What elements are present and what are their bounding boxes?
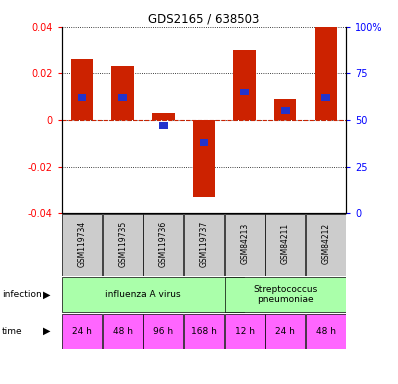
Bar xyxy=(62,277,244,312)
Bar xyxy=(143,314,183,349)
Bar xyxy=(62,314,102,349)
Text: GSM84211: GSM84211 xyxy=(281,223,290,264)
Text: GSM119734: GSM119734 xyxy=(78,220,86,266)
Bar xyxy=(265,314,305,349)
Bar xyxy=(71,60,93,120)
Text: 48 h: 48 h xyxy=(113,327,133,336)
Bar xyxy=(159,122,168,129)
Bar xyxy=(184,314,224,349)
Text: GSM119736: GSM119736 xyxy=(159,220,168,266)
Text: influenza A virus: influenza A virus xyxy=(105,290,181,299)
Bar xyxy=(103,214,142,276)
Bar xyxy=(281,108,290,114)
Text: 48 h: 48 h xyxy=(316,327,336,336)
Bar xyxy=(234,50,256,120)
Bar xyxy=(240,89,249,95)
Text: Streptococcus
pneumoniae: Streptococcus pneumoniae xyxy=(253,285,318,305)
Text: ▶: ▶ xyxy=(43,290,51,300)
Text: 24 h: 24 h xyxy=(72,327,92,336)
Text: 12 h: 12 h xyxy=(235,327,255,336)
Title: GDS2165 / 638503: GDS2165 / 638503 xyxy=(148,13,259,26)
Bar xyxy=(199,139,209,146)
Text: GSM84213: GSM84213 xyxy=(240,223,249,264)
Bar xyxy=(143,214,183,276)
Bar xyxy=(111,66,134,120)
Bar xyxy=(315,27,337,120)
Bar xyxy=(152,113,174,120)
Bar xyxy=(225,314,265,349)
Text: 168 h: 168 h xyxy=(191,327,217,336)
Bar xyxy=(62,214,102,276)
Text: 96 h: 96 h xyxy=(153,327,174,336)
Bar xyxy=(193,120,215,197)
Text: GSM119735: GSM119735 xyxy=(118,220,127,266)
Text: 24 h: 24 h xyxy=(275,327,295,336)
Bar xyxy=(103,314,142,349)
Text: GSM84212: GSM84212 xyxy=(322,223,330,264)
Text: ▶: ▶ xyxy=(43,326,51,336)
Text: time: time xyxy=(2,327,23,336)
Bar xyxy=(184,214,224,276)
Text: infection: infection xyxy=(2,290,42,299)
Bar xyxy=(306,214,346,276)
Bar xyxy=(322,94,330,101)
Bar xyxy=(118,94,127,101)
Bar xyxy=(225,277,366,312)
Bar xyxy=(225,214,265,276)
Bar xyxy=(274,99,297,120)
Bar xyxy=(78,94,86,101)
Text: GSM119737: GSM119737 xyxy=(199,220,209,266)
Bar xyxy=(306,314,346,349)
Bar xyxy=(265,214,305,276)
